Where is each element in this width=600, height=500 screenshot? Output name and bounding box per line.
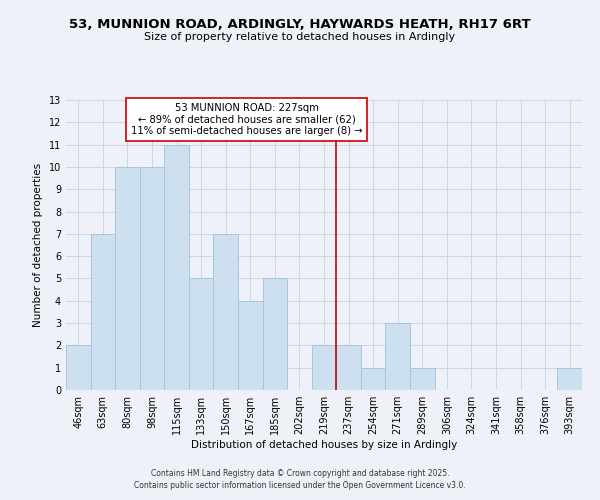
Text: 53, MUNNION ROAD, ARDINGLY, HAYWARDS HEATH, RH17 6RT: 53, MUNNION ROAD, ARDINGLY, HAYWARDS HEA… bbox=[69, 18, 531, 30]
Bar bbox=[410, 368, 434, 390]
Bar bbox=[189, 278, 214, 390]
Bar bbox=[115, 167, 140, 390]
Bar bbox=[91, 234, 115, 390]
Bar bbox=[336, 346, 361, 390]
Text: Size of property relative to detached houses in Ardingly: Size of property relative to detached ho… bbox=[145, 32, 455, 42]
Bar bbox=[238, 301, 263, 390]
Bar bbox=[557, 368, 582, 390]
Bar bbox=[361, 368, 385, 390]
Bar bbox=[140, 167, 164, 390]
Text: Contains HM Land Registry data © Crown copyright and database right 2025.: Contains HM Land Registry data © Crown c… bbox=[151, 468, 449, 477]
Bar bbox=[164, 144, 189, 390]
Bar bbox=[214, 234, 238, 390]
Text: Contains public sector information licensed under the Open Government Licence v3: Contains public sector information licen… bbox=[134, 481, 466, 490]
X-axis label: Distribution of detached houses by size in Ardingly: Distribution of detached houses by size … bbox=[191, 440, 457, 450]
Bar bbox=[385, 323, 410, 390]
Y-axis label: Number of detached properties: Number of detached properties bbox=[33, 163, 43, 327]
Bar bbox=[263, 278, 287, 390]
Bar bbox=[312, 346, 336, 390]
Text: 53 MUNNION ROAD: 227sqm
← 89% of detached houses are smaller (62)
11% of semi-de: 53 MUNNION ROAD: 227sqm ← 89% of detache… bbox=[131, 103, 362, 136]
Bar bbox=[66, 346, 91, 390]
